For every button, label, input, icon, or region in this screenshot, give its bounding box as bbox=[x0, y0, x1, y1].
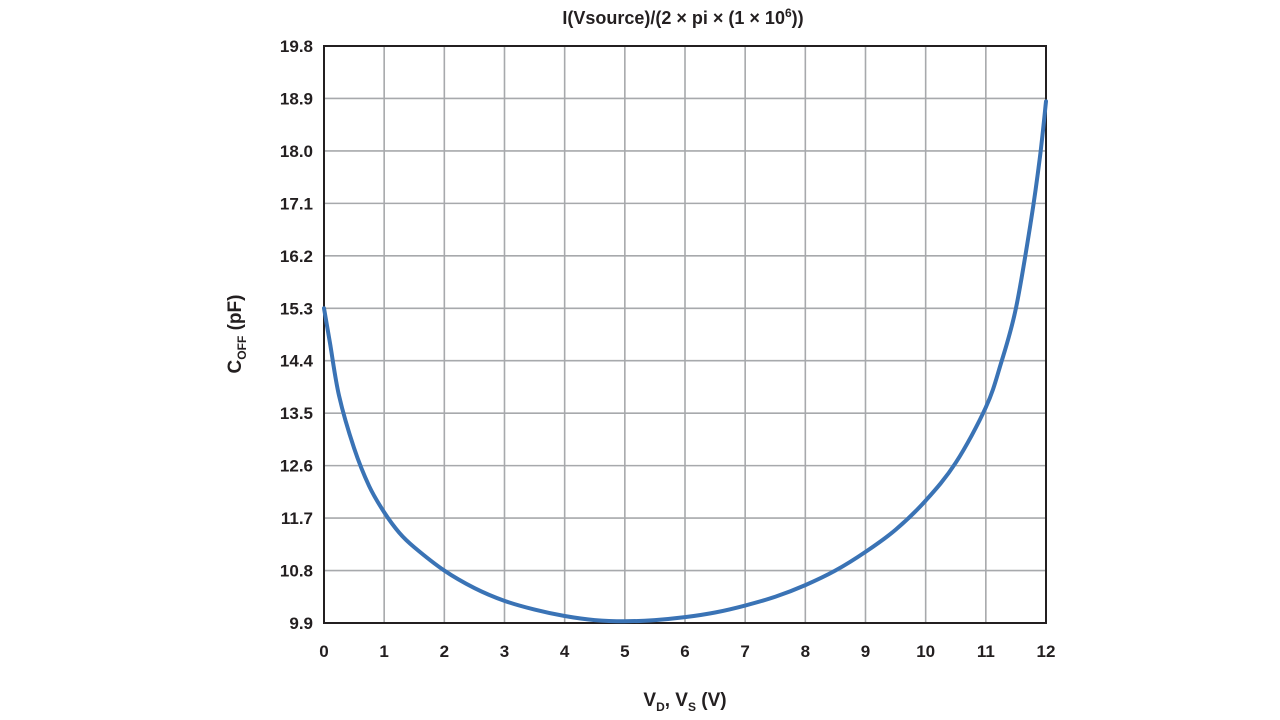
data-point bbox=[593, 618, 597, 622]
data-point bbox=[367, 484, 371, 488]
data-point bbox=[397, 531, 401, 535]
x-tick-label: 5 bbox=[620, 642, 629, 661]
x-label-v1: V bbox=[643, 690, 656, 711]
x-label-sub-d: D bbox=[656, 700, 665, 714]
data-point bbox=[503, 599, 506, 603]
plot-frame bbox=[323, 45, 1047, 624]
x-label-sub-s: S bbox=[688, 700, 696, 714]
data-point bbox=[1044, 99, 1048, 103]
y-axis-label: COFF (pF) bbox=[225, 295, 249, 374]
y-tick-label: 15.3 bbox=[280, 299, 313, 318]
y-tick-label: 18.9 bbox=[280, 89, 313, 108]
data-point bbox=[1029, 219, 1033, 223]
x-tick-label: 0 bbox=[319, 642, 328, 661]
y-tick-label: 18.0 bbox=[280, 142, 313, 161]
data-point bbox=[999, 362, 1003, 366]
data-point bbox=[352, 446, 356, 450]
x-tick-label: 1 bbox=[379, 642, 388, 661]
grid bbox=[323, 45, 1047, 624]
x-tick-label: 7 bbox=[740, 642, 749, 661]
x-tick-label: 2 bbox=[440, 642, 449, 661]
data-point bbox=[833, 569, 837, 573]
y-tick-label: 13.5 bbox=[280, 404, 313, 423]
data-point bbox=[1038, 155, 1042, 159]
data-point bbox=[683, 615, 687, 619]
data-point bbox=[743, 604, 747, 608]
data-point bbox=[623, 619, 627, 623]
data-point bbox=[382, 510, 386, 514]
data-point bbox=[328, 341, 332, 345]
data-point bbox=[322, 306, 326, 310]
data-point bbox=[442, 569, 446, 573]
x-tick-label: 3 bbox=[500, 642, 509, 661]
x-label-unit: (V) bbox=[696, 690, 727, 711]
y-tick-label: 9.9 bbox=[289, 614, 313, 633]
x-label-mid: , V bbox=[665, 690, 689, 711]
y-tick-label: 19.8 bbox=[280, 37, 313, 56]
data-point bbox=[773, 595, 777, 599]
chart-title: I(Vsource)/(2 × pi × (1 × 106)) bbox=[562, 6, 803, 28]
title-main: I(Vsource)/(2 × pi × (1 × 10 bbox=[562, 8, 785, 28]
data-point bbox=[337, 394, 341, 398]
x-tick-label: 12 bbox=[1037, 642, 1056, 661]
title-end: )) bbox=[792, 8, 804, 28]
y-tick-label: 16.2 bbox=[280, 247, 313, 266]
y-label-unit: (pF) bbox=[225, 295, 246, 336]
data-point bbox=[472, 586, 476, 590]
data-point bbox=[864, 550, 867, 554]
y-label-sub-off: OFF bbox=[235, 336, 249, 360]
x-tick-label: 6 bbox=[680, 642, 689, 661]
data-point bbox=[924, 499, 928, 503]
data-point bbox=[803, 583, 807, 587]
data-point bbox=[412, 545, 416, 549]
y-tick-label: 17.1 bbox=[280, 194, 313, 213]
x-tick-label: 9 bbox=[861, 642, 870, 661]
y-tick-labels: 9.9 10.8 11.7 12.6 13.5 14.4 15.3 16.2 17.1 18.0 1… bbox=[280, 37, 314, 633]
data-point bbox=[653, 618, 657, 622]
data-point bbox=[713, 611, 717, 615]
data-point bbox=[954, 461, 958, 465]
y-label-c: C bbox=[225, 359, 246, 373]
y-tick-label: 11.7 bbox=[281, 509, 313, 528]
y-tick-label: 12.6 bbox=[280, 457, 313, 476]
data-point bbox=[1014, 306, 1018, 310]
series-layer bbox=[322, 99, 1048, 624]
x-tick-label: 10 bbox=[916, 642, 935, 661]
x-tick-labels: 0 1 2 3 4 5 6 7 8 9 10 11 12 bbox=[319, 642, 1055, 661]
title-superscript: 6 bbox=[785, 6, 792, 20]
x-tick-label: 4 bbox=[560, 642, 570, 661]
data-point bbox=[533, 608, 537, 612]
x-tick-label: 11 bbox=[977, 642, 995, 661]
x-axis-label: VD, VS (V) bbox=[643, 690, 726, 714]
data-point bbox=[894, 528, 898, 532]
y-tick-label: 10.8 bbox=[280, 562, 313, 581]
data-point bbox=[563, 614, 567, 618]
data-point bbox=[984, 405, 988, 409]
x-tick-label: 8 bbox=[801, 642, 810, 661]
y-tick-label: 14.4 bbox=[280, 352, 314, 371]
